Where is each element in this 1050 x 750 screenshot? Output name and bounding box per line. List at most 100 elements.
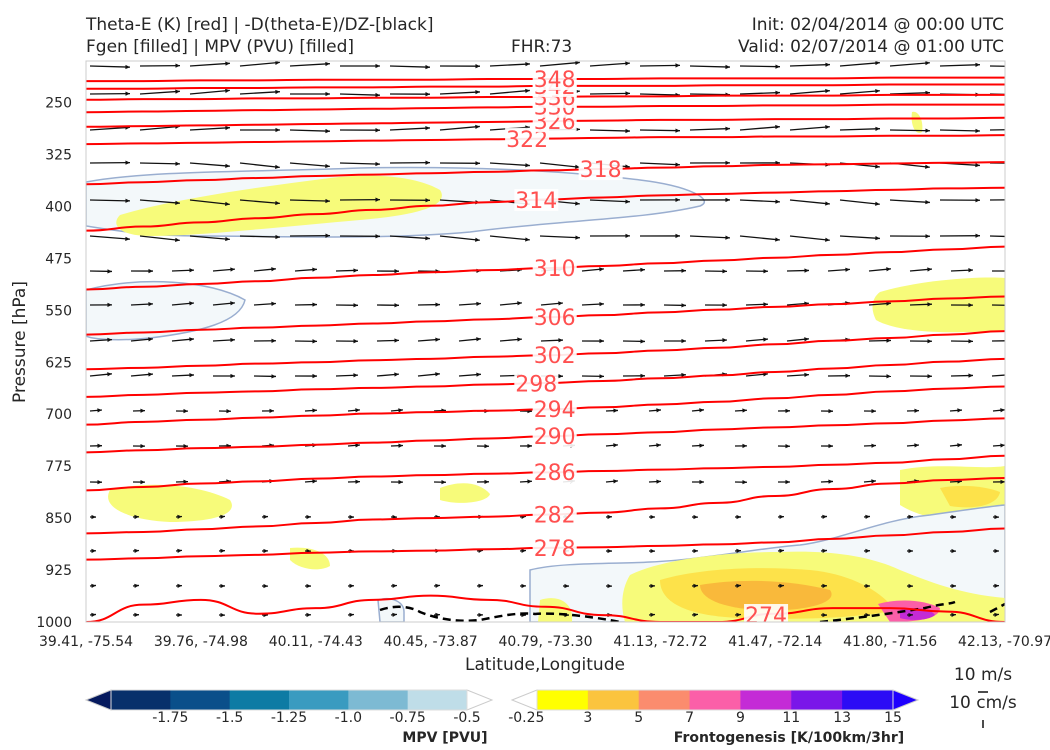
wind-vector-head [951, 612, 956, 618]
wind-vector-head [957, 443, 962, 448]
wind-vector-head [736, 548, 741, 554]
wind-vector-head [951, 548, 956, 554]
x-tick-label: 40.11, -74.43 [269, 634, 363, 650]
wind-vector-head [828, 443, 833, 449]
colorbar-tick: 3 [583, 710, 592, 726]
wind-vector-head [140, 443, 145, 449]
wind-vector-head [175, 89, 180, 94]
colorbar-tick: 13 [833, 710, 851, 726]
wind-vector-head [558, 301, 563, 306]
x-tick-label: 40.45, -73.87 [384, 634, 478, 650]
wind-vector-head [177, 514, 182, 520]
wind-vector-head [230, 301, 235, 306]
y-tick-label: 550 [45, 303, 72, 319]
wind-vector-head [125, 64, 130, 70]
wind-vector-head [725, 197, 730, 203]
wind-vector-head [225, 201, 230, 207]
chart-title-line2: Fgen [filled] | MPV (PVU) [filled] [86, 37, 355, 57]
wind-vector-head [722, 338, 727, 343]
wind-vector [839, 62, 880, 67]
theta-e-label-bg [532, 68, 577, 91]
colorbar-arrow [466, 689, 494, 711]
wind-vector [639, 93, 681, 96]
wind-vector [89, 65, 131, 68]
wind-vector-head [650, 583, 655, 589]
wind-vector-head [968, 268, 973, 273]
wind-vector-head [312, 302, 317, 307]
wind-vector-head [225, 61, 230, 66]
wind-vector-head [441, 443, 446, 449]
wind-vector-head [822, 612, 827, 618]
wind-vector-head [325, 128, 330, 134]
wind-vector-head [189, 373, 194, 378]
wind-vector-head [375, 197, 380, 202]
wind-vector-head [725, 160, 730, 166]
wind-vector-head [312, 267, 317, 272]
wind-vector-head [640, 302, 645, 308]
wind-vector-head [271, 301, 276, 306]
theta-e-label: 294 [534, 398, 576, 423]
wind-vector [489, 235, 530, 241]
wind-vector-head [527, 479, 532, 484]
dashed-contour [379, 600, 1005, 622]
wind-vector-head [871, 479, 876, 484]
wind-vector-head [775, 90, 780, 95]
wind-vector-head [825, 62, 830, 67]
wind-vector-head [575, 164, 580, 169]
wind-vector [389, 65, 431, 68]
wind-vector [789, 199, 830, 205]
wind-vector-head [271, 267, 276, 272]
wind-vector-head [394, 303, 399, 308]
wind-vector-head [435, 372, 440, 377]
wind-vector-head [230, 267, 235, 272]
wind-vector-head [1025, 235, 1030, 239]
wind-vector [139, 125, 180, 131]
wind-vector-head [994, 583, 999, 589]
wind-vector-head [607, 583, 612, 589]
init-time: Init: 02/04/2014 @ 00:00 UTC [751, 15, 1004, 35]
wind-vector [839, 128, 880, 131]
wind-vector [989, 65, 1005, 67]
wind-vector-head [435, 302, 440, 307]
wind-vector-head [640, 373, 645, 378]
wind-vector [889, 129, 931, 132]
colorbar-segment [842, 690, 894, 710]
wind-vector-head [148, 337, 153, 342]
wind-vector-head [441, 479, 446, 485]
wind-vector-head [312, 408, 317, 413]
wind-vector-head [1009, 269, 1014, 273]
wind-vector-head [845, 373, 850, 378]
y-tick-label: 400 [45, 199, 72, 215]
wind-vector-head [825, 201, 830, 206]
x-tick-label: 41.13, -72.72 [613, 634, 707, 650]
x-tick-label: 40.79, -73.30 [498, 634, 592, 650]
wind-vector-head [804, 268, 809, 273]
wind-vector-head [656, 479, 661, 484]
field-fill [940, 485, 1000, 508]
wind-vector-head [951, 514, 956, 520]
x-tick-label: 41.80, -71.56 [843, 634, 937, 650]
wind-vector-head [828, 479, 833, 484]
wind-vector-head [1009, 373, 1014, 377]
wind-vector-head [968, 302, 973, 308]
wind-vector-head [914, 443, 919, 448]
wind-vector [689, 93, 731, 96]
wind-vector-head [908, 514, 913, 520]
wind-vector-head [675, 233, 680, 239]
wind-vector [889, 92, 930, 95]
wind-vector-head [822, 583, 827, 589]
wind-vector-head [742, 408, 747, 413]
wind-vector-head [650, 612, 655, 618]
wind-vector-head [656, 443, 661, 448]
wind-vector [389, 235, 430, 240]
stability-contour [379, 600, 1005, 622]
wind-vector [539, 61, 580, 67]
wind-vector [739, 65, 781, 68]
field-fill [700, 580, 832, 611]
wind-vector-head [476, 372, 481, 377]
wind-vector-head [225, 88, 230, 93]
theta-e-label: 302 [534, 344, 576, 369]
wind-vector-head [148, 268, 153, 274]
wind-vector-head [435, 612, 440, 618]
wind-vector-head [107, 302, 112, 308]
